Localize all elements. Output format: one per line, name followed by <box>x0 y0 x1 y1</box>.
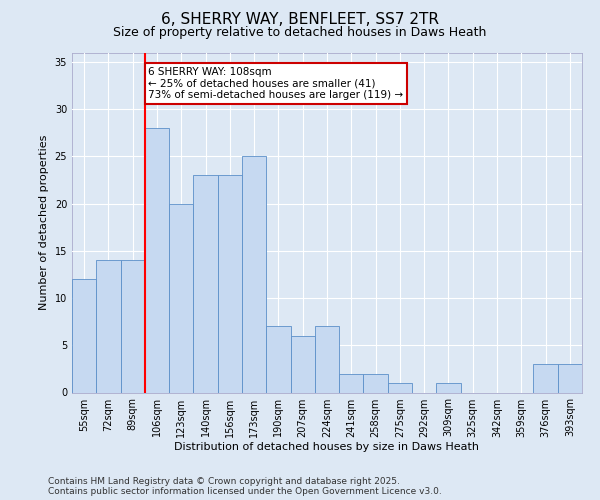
Text: Size of property relative to detached houses in Daws Heath: Size of property relative to detached ho… <box>113 26 487 39</box>
Text: 6 SHERRY WAY: 108sqm
← 25% of detached houses are smaller (41)
73% of semi-detac: 6 SHERRY WAY: 108sqm ← 25% of detached h… <box>149 66 404 100</box>
Bar <box>145 128 169 392</box>
Bar <box>339 374 364 392</box>
Bar <box>96 260 121 392</box>
Bar <box>121 260 145 392</box>
Bar <box>266 326 290 392</box>
Bar <box>218 176 242 392</box>
Bar <box>72 279 96 392</box>
Bar <box>169 204 193 392</box>
Bar <box>533 364 558 392</box>
X-axis label: Distribution of detached houses by size in Daws Heath: Distribution of detached houses by size … <box>175 442 479 452</box>
Bar <box>388 383 412 392</box>
Bar <box>290 336 315 392</box>
Y-axis label: Number of detached properties: Number of detached properties <box>39 135 49 310</box>
Bar <box>193 176 218 392</box>
Text: 6, SHERRY WAY, BENFLEET, SS7 2TR: 6, SHERRY WAY, BENFLEET, SS7 2TR <box>161 12 439 28</box>
Bar <box>315 326 339 392</box>
Bar <box>558 364 582 392</box>
Bar <box>364 374 388 392</box>
Bar <box>436 383 461 392</box>
Text: Contains HM Land Registry data © Crown copyright and database right 2025.
Contai: Contains HM Land Registry data © Crown c… <box>48 476 442 496</box>
Bar <box>242 156 266 392</box>
